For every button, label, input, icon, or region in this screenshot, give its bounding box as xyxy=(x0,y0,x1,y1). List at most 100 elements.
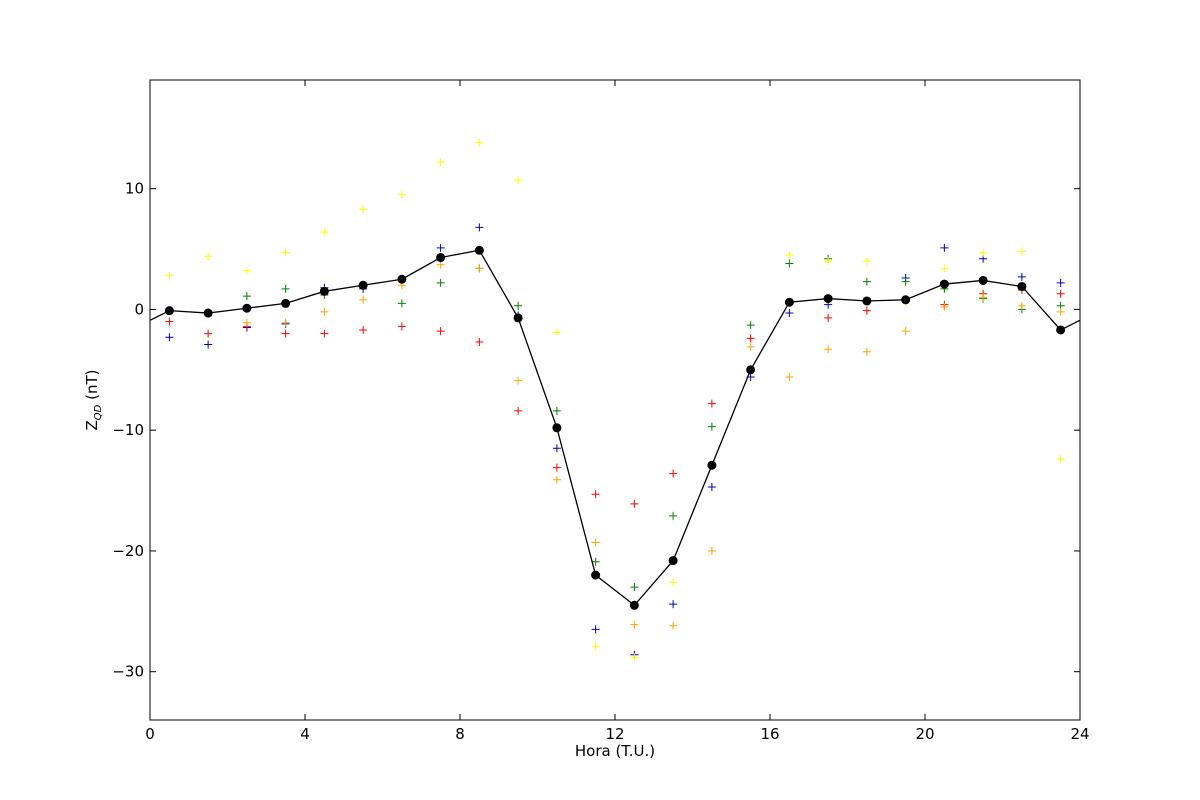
mean-point xyxy=(474,245,484,255)
data-point xyxy=(746,321,755,330)
data-point xyxy=(242,318,251,327)
data-point xyxy=(281,248,290,257)
mean-point xyxy=(242,303,252,313)
data-point xyxy=(436,158,445,167)
data-point xyxy=(514,176,523,185)
data-point xyxy=(824,313,833,322)
y-axis-label-main: Z xyxy=(83,420,101,430)
data-point xyxy=(514,406,523,415)
mean-point xyxy=(862,296,872,306)
data-point xyxy=(552,406,561,415)
data-point xyxy=(436,278,445,287)
series-1 xyxy=(242,254,1065,592)
data-point xyxy=(204,252,213,261)
data-point xyxy=(707,422,716,431)
data-point xyxy=(979,293,988,302)
data-point xyxy=(785,309,794,318)
data-point xyxy=(707,482,716,491)
data-point xyxy=(862,277,871,286)
mean-line xyxy=(150,249,1080,607)
mean-point xyxy=(591,570,601,580)
x-tick-label: 20 xyxy=(915,725,934,743)
data-point xyxy=(204,340,213,349)
data-point xyxy=(824,345,833,354)
x-tick-label: 24 xyxy=(1070,725,1089,743)
data-point xyxy=(320,329,329,338)
data-point xyxy=(746,334,755,343)
data-point xyxy=(359,295,368,304)
data-point xyxy=(475,138,484,147)
data-point xyxy=(165,271,174,280)
x-tick-label: 0 xyxy=(145,725,155,743)
data-point xyxy=(436,243,445,252)
data-point xyxy=(707,399,716,408)
data-point xyxy=(165,333,174,342)
mean-point xyxy=(397,274,407,284)
data-point xyxy=(591,557,600,566)
data-point xyxy=(1017,247,1026,256)
mean-point xyxy=(436,253,446,263)
data-point xyxy=(320,307,329,316)
data-point xyxy=(630,620,639,629)
mean-point xyxy=(939,279,949,289)
data-point xyxy=(785,373,794,382)
y-tick-label: 10 xyxy=(125,180,144,198)
data-point xyxy=(281,329,290,338)
mean-point xyxy=(707,460,717,470)
mean-point xyxy=(746,365,756,375)
data-point xyxy=(669,621,678,630)
data-point xyxy=(1056,289,1065,298)
data-point xyxy=(552,444,561,453)
data-point xyxy=(1056,278,1065,287)
plot-marks xyxy=(150,138,1080,662)
series-3 xyxy=(242,260,1065,630)
data-point xyxy=(1056,307,1065,316)
data-point xyxy=(630,583,639,592)
mean-point xyxy=(1056,325,1066,335)
data-point xyxy=(204,329,213,338)
data-point xyxy=(436,327,445,336)
mean-point xyxy=(823,294,833,304)
data-point xyxy=(862,347,871,356)
data-point xyxy=(940,264,949,273)
data-point xyxy=(785,251,794,260)
data-point xyxy=(746,342,755,351)
mean-point xyxy=(164,306,174,316)
data-point xyxy=(281,318,290,327)
y-axis-label-subscript: QD xyxy=(93,404,104,420)
series-0 xyxy=(165,223,1065,659)
x-tick-label: 4 xyxy=(300,725,310,743)
data-point xyxy=(475,223,484,232)
data-point xyxy=(901,277,910,286)
data-point xyxy=(475,338,484,347)
data-point xyxy=(475,264,484,273)
data-point xyxy=(862,257,871,266)
mean-point xyxy=(668,556,678,566)
mean-point xyxy=(358,280,368,290)
data-point xyxy=(552,328,561,337)
mean-point xyxy=(978,275,988,285)
data-point xyxy=(669,578,678,587)
data-point xyxy=(1056,455,1065,464)
series-2 xyxy=(165,286,1065,508)
y-tick-label: −20 xyxy=(112,542,144,560)
mean-point xyxy=(281,298,291,308)
data-point xyxy=(320,228,329,237)
data-point xyxy=(552,475,561,484)
data-point xyxy=(591,490,600,499)
mean-point xyxy=(784,297,794,307)
data-point xyxy=(397,322,406,331)
data-point xyxy=(436,260,445,269)
data-point xyxy=(165,317,174,326)
data-point xyxy=(940,243,949,252)
data-point xyxy=(242,292,251,301)
data-point xyxy=(785,259,794,268)
data-point xyxy=(514,301,523,310)
data-point xyxy=(552,463,561,472)
data-point xyxy=(669,600,678,609)
axes: 0 4 8 12 16 20 24 −30 −20 −10 0 10 xyxy=(112,80,1090,743)
data-point xyxy=(591,538,600,547)
y-tick-label: −30 xyxy=(112,663,144,681)
plot-area xyxy=(150,138,1080,662)
data-point xyxy=(397,190,406,199)
